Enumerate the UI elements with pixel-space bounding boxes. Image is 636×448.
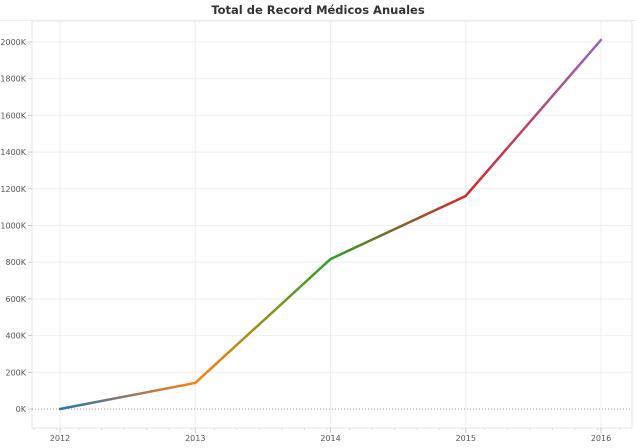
data-line (58, 38, 603, 411)
x-tick-label: 2014 (320, 434, 340, 443)
plot-area-border (31, 20, 633, 429)
x-tick-label: 2015 (456, 434, 476, 443)
y-tick-label: 400K (5, 332, 26, 341)
y-tick-label: 0K (16, 405, 27, 414)
x-tick-label: 2013 (185, 434, 205, 443)
y-tick-label: 1000K (0, 222, 26, 231)
line-segment (194, 257, 332, 385)
x-tick-label: 2016 (591, 434, 611, 443)
gridlines (32, 21, 632, 428)
y-tick-label: 800K (5, 258, 26, 267)
y-tick-label: 1200K (0, 185, 26, 194)
y-tick-label: 1400K (0, 148, 26, 157)
y-tick-label: 200K (5, 368, 26, 377)
chart-title: Total de Record Médicos Anuales (211, 3, 425, 17)
y-axis: 0K 200K 400K 600K 800K 1000K 1200K 1400K 1600K 18… (0, 38, 32, 414)
line-segment (464, 38, 603, 198)
y-tick-label: 600K (5, 295, 26, 304)
x-axis: 2012 2013 2014 2015 2016 (33, 428, 621, 443)
line-segment (58, 381, 197, 411)
y-tick-label: 2000K (0, 38, 26, 47)
line-segment (329, 194, 467, 261)
x-tick-label: 2012 (50, 434, 70, 443)
y-tick-label: 1600K (0, 111, 26, 120)
y-tick-label: 1800K (0, 75, 26, 84)
